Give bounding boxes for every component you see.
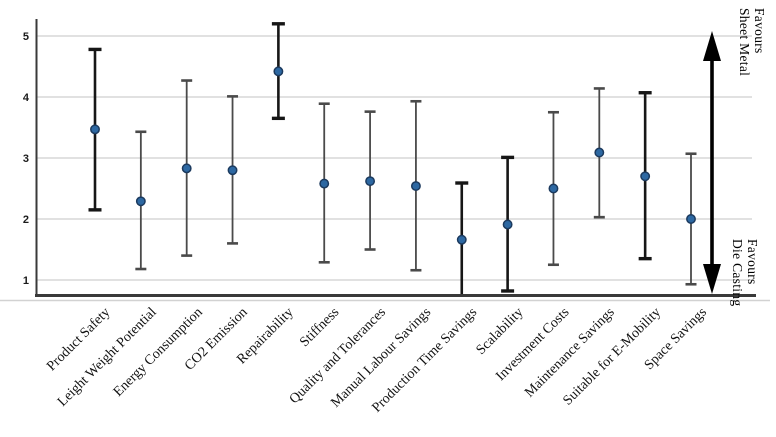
arrow-head-up-icon	[703, 31, 721, 61]
data-point	[365, 176, 376, 187]
data-point	[90, 124, 100, 135]
y-axis-tick-label: 3	[23, 153, 29, 165]
annotation-favours-sheet-metal: Favours Sheet Metal	[737, 8, 767, 76]
data-point	[227, 165, 238, 176]
y-axis-tick-label: 5	[23, 31, 29, 43]
annotation-line: Sheet Metal	[737, 8, 752, 77]
y-axis-tick-label: 4	[23, 92, 30, 104]
annotation-line: Favours	[745, 239, 760, 285]
data-point	[548, 183, 559, 194]
annotation-line: Favours	[752, 8, 767, 54]
data-point	[502, 219, 513, 230]
y-axis-tick-label: 1	[23, 275, 29, 287]
data-point	[135, 196, 146, 207]
arrow-head-down-icon	[703, 264, 721, 294]
data-point	[594, 147, 605, 158]
data-point	[181, 163, 192, 174]
data-point	[456, 234, 467, 245]
annotation-line: Die Casting	[730, 239, 745, 307]
data-point	[640, 171, 651, 182]
data-point	[319, 178, 330, 189]
data-point	[686, 214, 696, 224]
y-axis-tick-label: 2	[23, 214, 29, 226]
data-point	[273, 66, 284, 77]
annotation-favours-die-casting: Favours Die Casting	[730, 239, 760, 306]
data-point	[410, 181, 421, 192]
